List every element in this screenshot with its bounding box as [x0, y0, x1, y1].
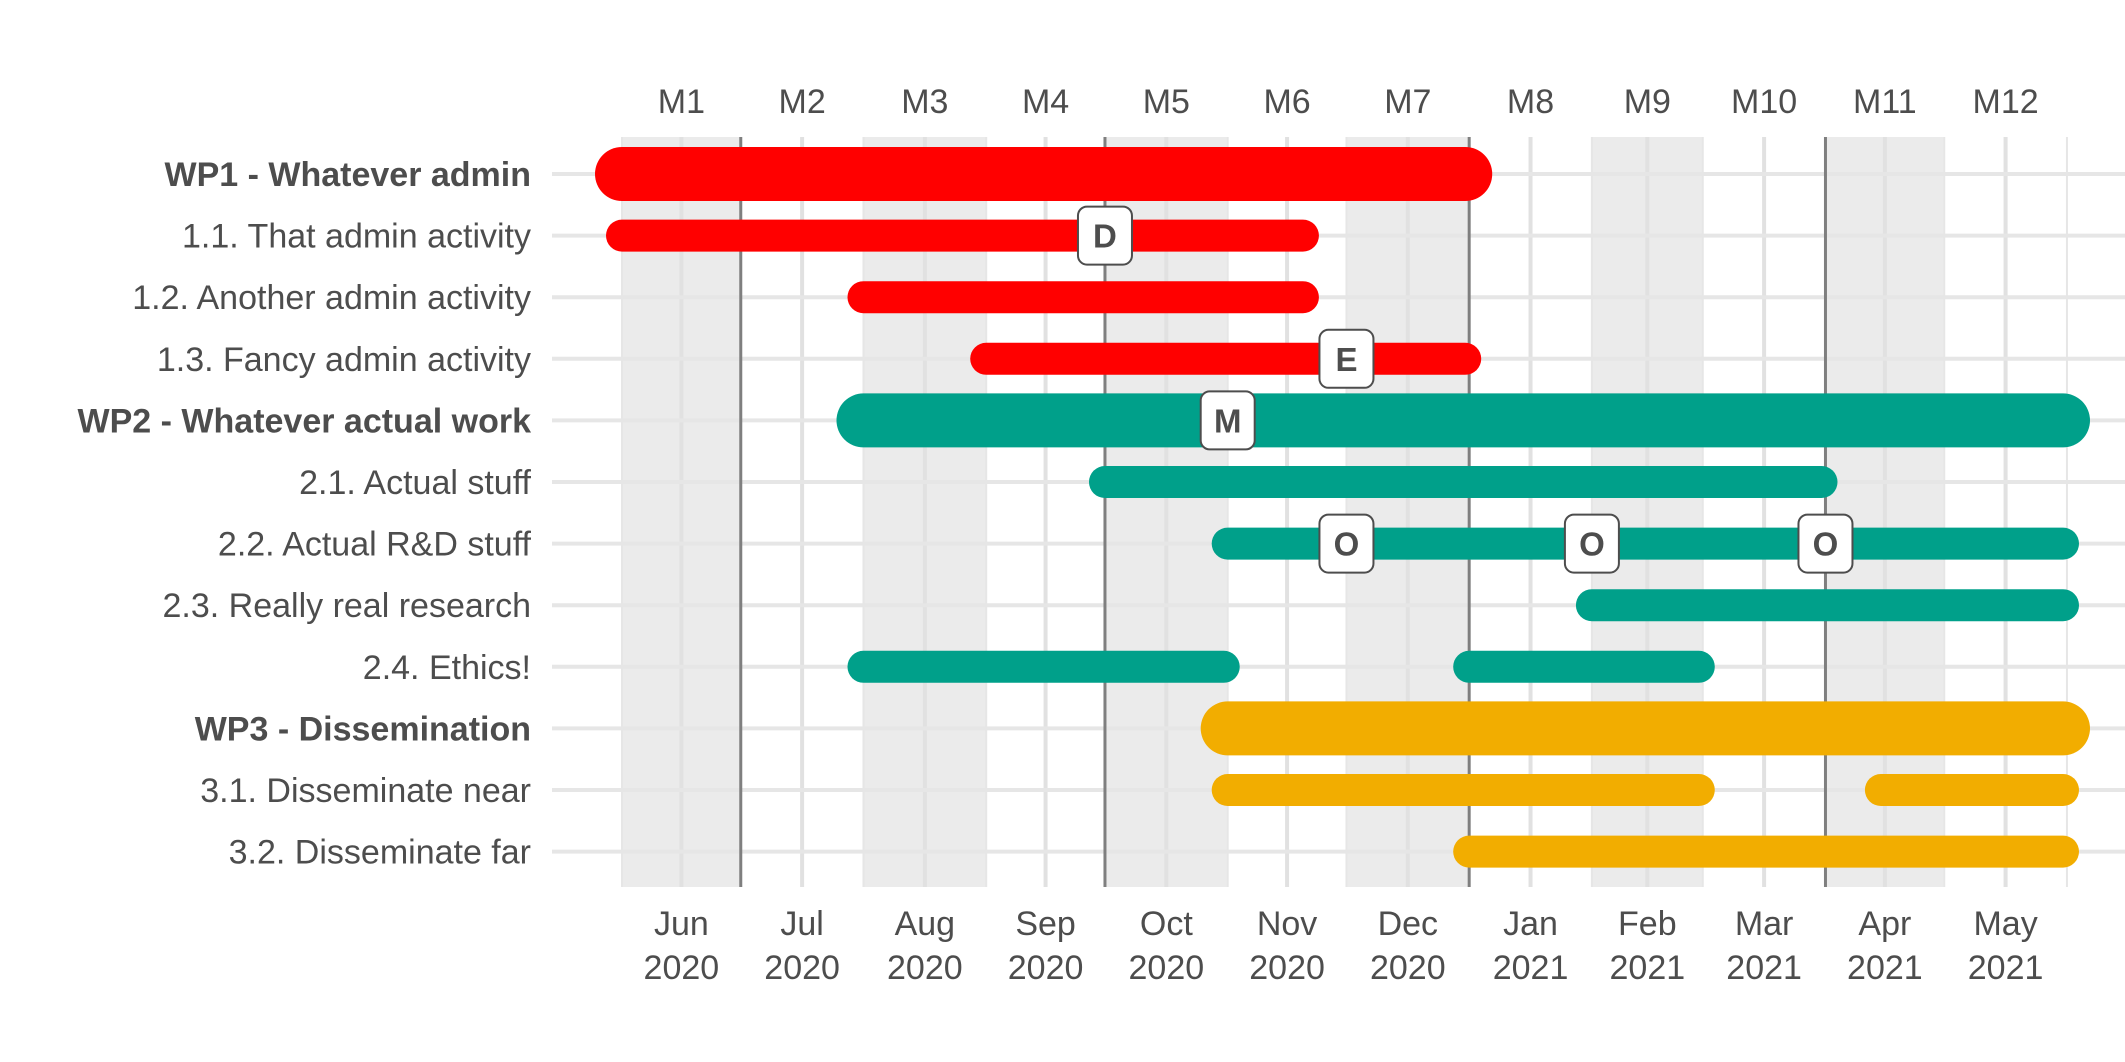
row-label: 2.4. Ethics!: [363, 649, 531, 687]
bottom-axis-year-label: 2020: [887, 949, 963, 987]
row-label: 2.3. Really real research: [162, 587, 531, 625]
bottom-axis-month-label: Aug: [895, 905, 956, 943]
top-axis-label: M12: [1973, 83, 2039, 121]
bottom-axis-month-label: Feb: [1618, 905, 1677, 943]
top-axis-label: M2: [779, 83, 826, 121]
milestone-label: O: [1334, 526, 1360, 563]
row-label: 1.3. Fancy admin activity: [157, 341, 531, 379]
bottom-axis-year-label: 2021: [1610, 949, 1686, 987]
row-label: 1.1. That admin activity: [182, 218, 531, 256]
bottom-axis-year-label: 2021: [1726, 949, 1802, 987]
top-axis-label: M4: [1022, 83, 1069, 121]
top-axis-label: M8: [1507, 83, 1554, 121]
milestone-box: [1563, 513, 1620, 574]
row-label: WP2 - Whatever actual work: [78, 402, 532, 440]
bottom-axis-month-label: Mar: [1735, 905, 1794, 943]
row-labels: WP1 - Whatever admin 1.1. That admin acti…: [78, 156, 532, 872]
bottom-axis-month-label: May: [1973, 905, 2037, 943]
milestone-label: O: [1813, 526, 1839, 563]
milestone-label: D: [1093, 218, 1117, 255]
bottom-axis-year-label: 2020: [644, 949, 720, 987]
bottom-axis-year-label: 2020: [764, 949, 840, 987]
top-axis-label: M5: [1143, 83, 1190, 121]
bottom-axis-year-label: 2020: [1370, 949, 1446, 987]
top-axis-label: M7: [1384, 83, 1431, 121]
task-bars: [595, 147, 2090, 868]
milestone-box: [1318, 513, 1375, 574]
row-label: 3.2. Disseminate far: [229, 834, 531, 872]
bottom-axis-year-label: 2021: [1493, 949, 1569, 987]
bottom-axis-month-label: Nov: [1257, 905, 1317, 943]
row-label: WP3 - Dissemination: [195, 710, 531, 748]
top-axis-label: M11: [1853, 83, 1917, 121]
milestone-box: [1076, 205, 1133, 266]
row-label: 2.1. Actual stuff: [299, 464, 531, 502]
top-axis-labels: M1 M2 M3 M4 M5 M6 M7 M8 M9 M10 M11 M12: [658, 83, 2039, 121]
top-axis-label: M6: [1263, 83, 1310, 121]
top-axis-label: M10: [1731, 83, 1797, 121]
milestone-box: [1797, 513, 1854, 574]
milestone-box: [1199, 390, 1256, 451]
bottom-axis-year-label: 2021: [1968, 949, 2044, 987]
row-label: 1.2. Another admin activity: [132, 279, 531, 317]
top-axis-label: M1: [658, 83, 705, 121]
milestone-box: [1318, 328, 1375, 389]
row-label: WP1 - Whatever admin: [164, 156, 531, 194]
bottom-axis-month-label: Apr: [1858, 905, 1911, 943]
milestone-label: M: [1214, 402, 1242, 439]
row-label: 2.2. Actual R&D stuff: [218, 526, 532, 564]
bottom-axis-year-label: 2020: [1008, 949, 1084, 987]
bottom-axis-year-label: 2021: [1847, 949, 1923, 987]
bottom-axis-month-label: Jul: [780, 905, 823, 943]
bottom-axis-year-label: 2020: [1249, 949, 1325, 987]
top-axis-label: M3: [901, 83, 948, 121]
milestone-markers: D E M O O O: [1076, 205, 1854, 574]
bottom-axis-month-label: Dec: [1378, 905, 1438, 943]
bottom-axis-month-label: Oct: [1140, 905, 1193, 943]
bottom-axis-month-label: Jun: [654, 905, 709, 943]
top-axis-label: M9: [1624, 83, 1671, 121]
milestone-label: E: [1335, 341, 1357, 378]
bottom-axis-month-label: Jan: [1503, 905, 1558, 943]
bottom-axis-month-label: Sep: [1015, 905, 1076, 943]
bottom-axis-labels: Jun 2020 Jul 2020 Aug 2020 Sep 2020 Oct 2020 Nov 20…: [644, 905, 2044, 987]
bottom-axis-year-label: 2020: [1129, 949, 1205, 987]
row-label: 3.1. Disseminate near: [200, 772, 531, 810]
milestone-label: O: [1579, 526, 1605, 563]
